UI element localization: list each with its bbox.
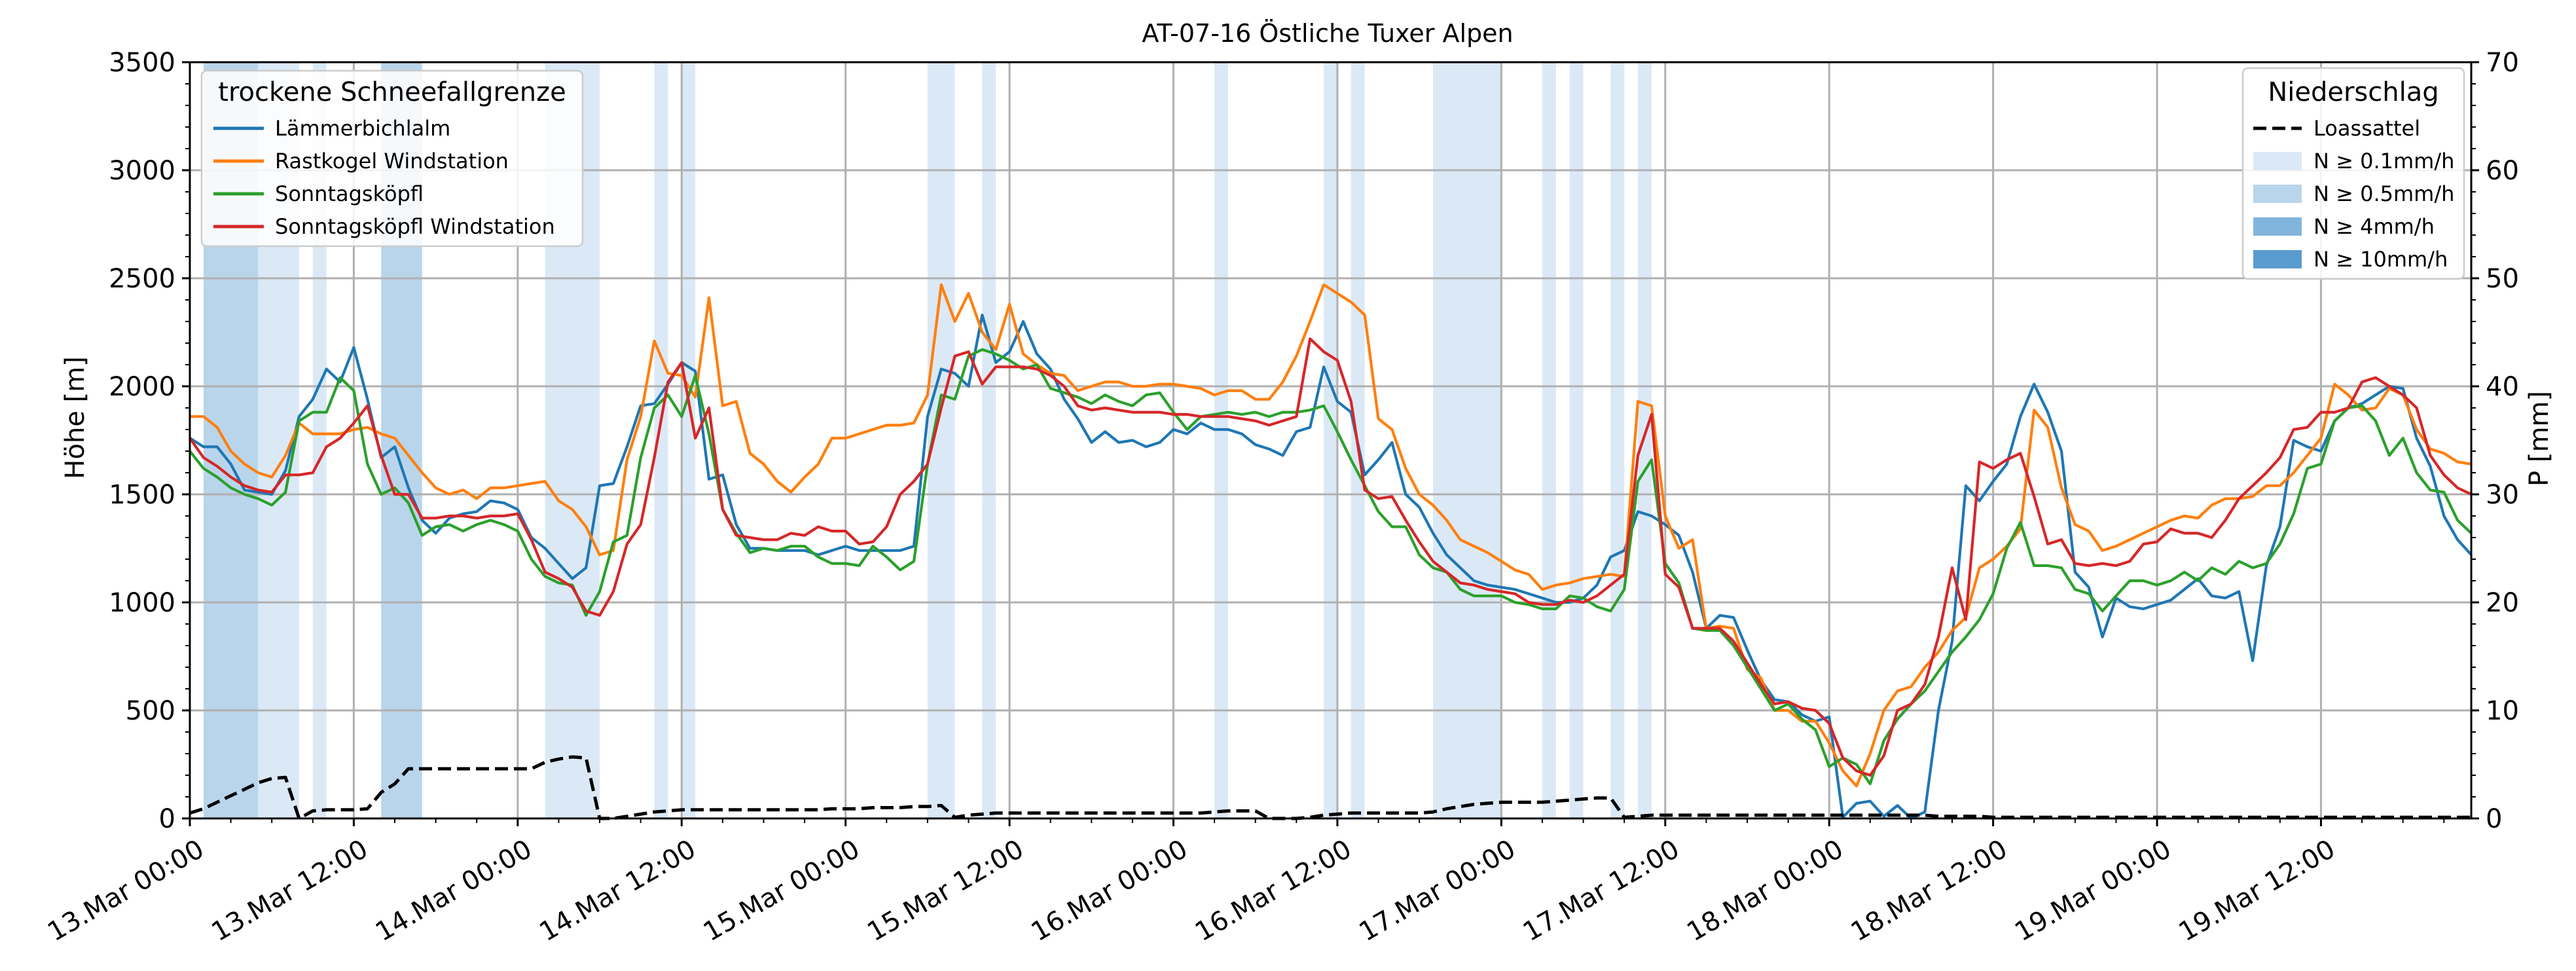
legend-label: N ≥ 10mm/h (2313, 247, 2448, 272)
legend-label: N ≥ 4mm/h (2313, 214, 2435, 239)
y-right-tick-label: 30 (2486, 480, 2519, 510)
y-right-tick-label: 0 (2486, 804, 2502, 834)
precip-band (982, 62, 996, 818)
y-tick-label: 0 (159, 804, 175, 834)
legend-label: N ≥ 0.5mm/h (2313, 181, 2454, 206)
x-tick-label: 16.Mar 12:00 (1190, 834, 1356, 947)
precip-band (1569, 62, 1584, 818)
legend-label: Rastkogel Windstation (275, 149, 509, 174)
y-tick-label: 1500 (109, 480, 175, 510)
legend-swatch (2253, 217, 2302, 236)
plot-frame (189, 61, 2473, 820)
x-tick-label: 13.Mar 12:00 (207, 834, 373, 947)
series-line (189, 337, 2472, 777)
precip-band (654, 62, 668, 818)
x-tick-label: 15.Mar 00:00 (698, 834, 865, 947)
x-tick-label: 17.Mar 00:00 (1354, 834, 1520, 947)
x-tick-label: 14.Mar 12:00 (534, 834, 700, 947)
y-right-tick-label: 50 (2486, 264, 2519, 294)
y-right-tick-label: 70 (2486, 48, 2519, 78)
y-right-tick-label: 10 (2486, 696, 2519, 726)
y-axis-label: Höhe [m] (60, 356, 90, 479)
y-tick-label: 500 (126, 696, 175, 726)
y-right-tick-label: 60 (2486, 156, 2519, 186)
x-tick-label: 19.Mar 00:00 (2010, 834, 2176, 947)
legend-box (200, 69, 584, 247)
precip-band (681, 62, 696, 818)
y-tick-label: 2500 (109, 264, 175, 294)
x-tick-label: 18.Mar 12:00 (1846, 834, 2012, 947)
legend-snowfall: trockene Schneefallgrenze Lämmerbichlalm R… (200, 69, 584, 247)
precip-band (1610, 62, 1625, 818)
y-tick-label: 3500 (109, 48, 175, 78)
precip-band (1638, 62, 1652, 818)
x-tick-label: 13.Mar 00:00 (43, 834, 209, 947)
precip-band (1324, 62, 1337, 818)
precip-band (1214, 62, 1228, 818)
series-line (189, 755, 2471, 820)
legend-title: trockene Schneefallgrenze (218, 77, 566, 107)
legend-title: Niederschlag (2268, 77, 2439, 107)
x-tick-label: 14.Mar 00:00 (371, 834, 537, 947)
y-tick-label: 3000 (109, 156, 175, 186)
x-tick-label: 19.Mar 12:00 (2174, 834, 2340, 947)
x-tick-label: 18.Mar 00:00 (1682, 834, 1848, 947)
precip-band (312, 62, 327, 818)
x-tick-label: 15.Mar 12:00 (862, 834, 1028, 947)
legend-label: Loassattel (2313, 116, 2420, 141)
series-line (190, 283, 2472, 788)
chart-title: AT-07-16 Östliche Tuxer Alpen (1142, 19, 1513, 48)
precip-band (1542, 62, 1556, 818)
legend-swatch (2253, 152, 2302, 170)
y-axis-right-label: P [mm] (2524, 391, 2554, 486)
legend-precipitation: Niederschlag Loassattel N ≥ 0.1mm/h N ≥ 0.5… (2241, 67, 2465, 280)
precip-band (1433, 62, 1502, 818)
y-right-tick-label: 40 (2486, 372, 2519, 402)
y-tick-label: 1000 (109, 588, 175, 618)
legend-label: Sonntagsköpfl (275, 181, 424, 206)
legend-label: Sonntagsköpfl Windstation (275, 214, 555, 239)
series-lines (189, 283, 2473, 820)
legend-swatch (2253, 250, 2302, 268)
y-tick-label: 2000 (109, 372, 175, 402)
legend-swatch (2253, 185, 2302, 203)
legend-label: N ≥ 0.1mm/h (2313, 149, 2454, 174)
legend-label: Lämmerbichlalm (275, 116, 450, 141)
y-right-tick-label: 20 (2486, 588, 2519, 618)
x-tick-label: 16.Mar 00:00 (1026, 834, 1193, 947)
x-tick-label: 17.Mar 12:00 (1518, 834, 1684, 947)
